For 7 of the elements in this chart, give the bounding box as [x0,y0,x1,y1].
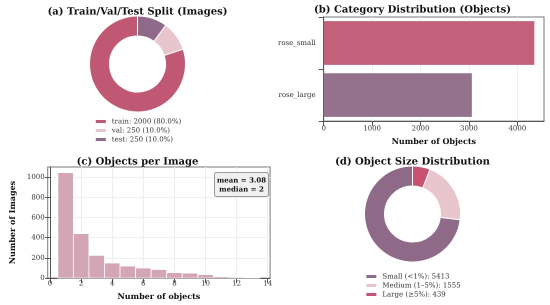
chart-title: (d) Object Size Distribution [335,156,491,168]
y-axis-title: Number of Images [7,180,17,264]
chart-title: (a) Train/Val/Test Split (Images) [48,6,228,18]
chart-title: (b) Category Distribution (Objects) [314,4,511,16]
chart-title: (c) Objects per Image [76,156,198,168]
x-axis-title: Number of objects [117,291,201,301]
x-axis-title: Number of Objects [392,136,477,146]
